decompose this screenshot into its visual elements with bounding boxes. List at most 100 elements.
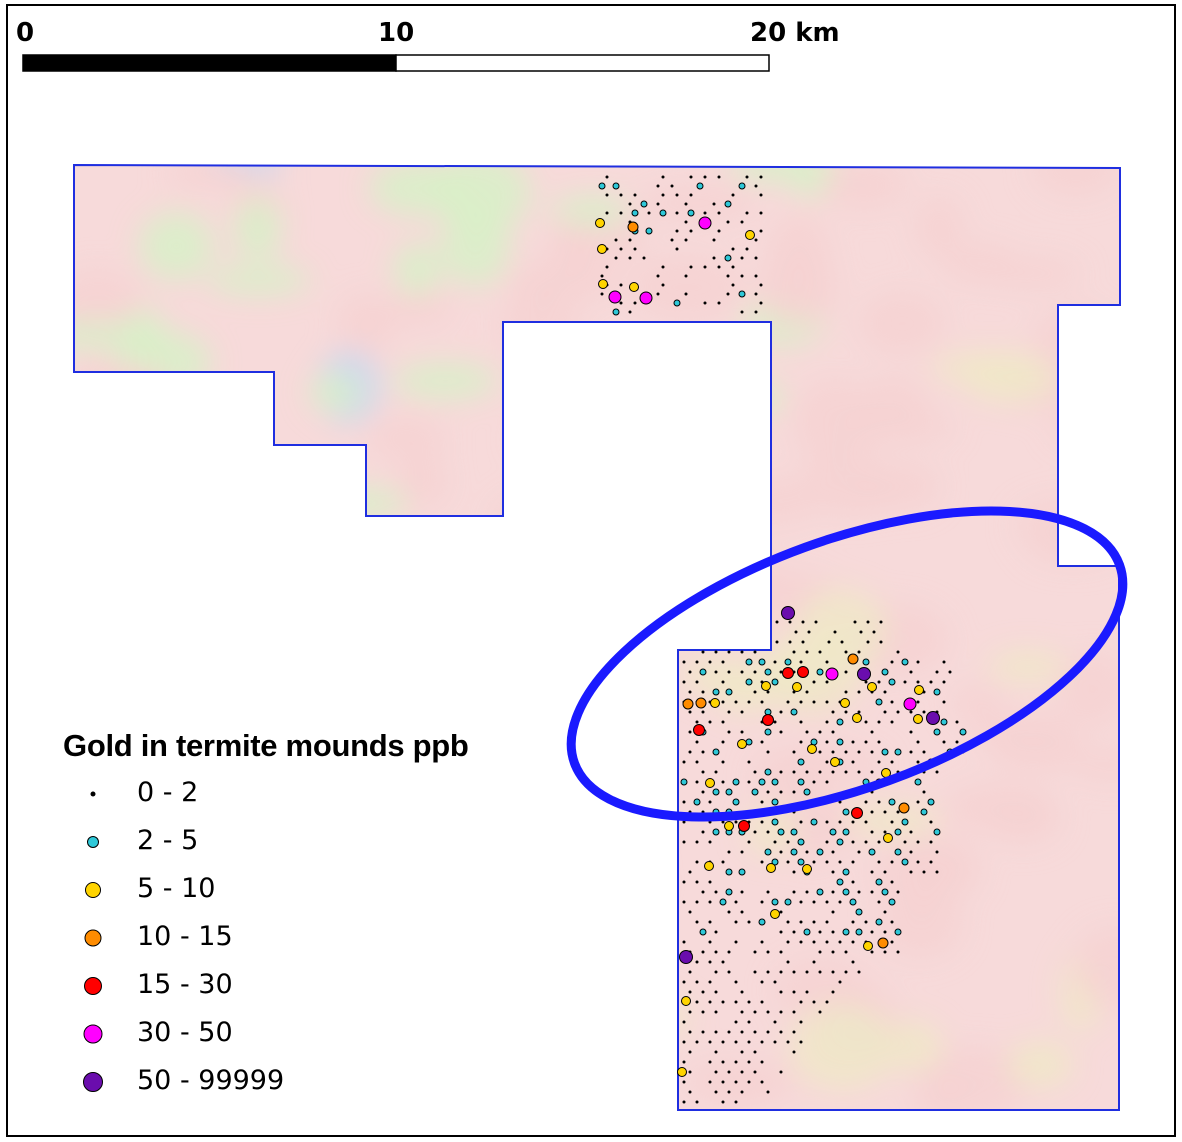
sample-point <box>955 720 959 724</box>
sample-point <box>758 778 766 786</box>
sample-point <box>896 950 900 954</box>
sample-point <box>766 970 770 974</box>
sample-point <box>682 1060 686 1064</box>
sample-point <box>764 668 772 676</box>
sample-point <box>812 780 816 784</box>
legend-symbol <box>85 882 101 898</box>
sample-point <box>747 1000 751 1004</box>
sample-point <box>628 310 632 314</box>
sample-point <box>838 980 842 984</box>
sample-point <box>812 1000 816 1004</box>
sample-point <box>714 890 718 894</box>
sample-point <box>909 830 913 834</box>
sample-point <box>717 265 721 269</box>
sample-point <box>717 229 721 233</box>
sample-point <box>684 202 688 206</box>
sample-point <box>740 910 744 914</box>
raster-patch <box>146 612 188 699</box>
sample-point <box>753 690 757 694</box>
raster-patch <box>248 513 348 558</box>
sample-point <box>731 265 735 269</box>
sample-point <box>721 960 725 964</box>
sample-point <box>727 710 731 714</box>
sample-point <box>695 920 699 924</box>
raster-patch <box>943 783 1057 833</box>
sample-point <box>734 1080 738 1084</box>
sample-point <box>703 175 707 179</box>
raster-patch <box>986 257 1081 290</box>
sample-point <box>753 950 757 954</box>
sample-point <box>797 758 805 766</box>
sample-point <box>901 858 909 866</box>
sample-point <box>619 247 623 251</box>
legend-label: 2 - 5 <box>137 825 199 856</box>
sample-point <box>857 850 861 854</box>
sample-point <box>714 970 718 974</box>
raster-patch <box>74 355 122 399</box>
sample-point <box>866 620 870 624</box>
sample-point <box>682 820 686 824</box>
sample-point <box>740 890 744 894</box>
sample-point <box>734 1060 738 1064</box>
sample-point <box>629 282 639 292</box>
sample-point <box>747 700 751 704</box>
sample-point <box>759 211 763 215</box>
sample-point <box>909 850 913 854</box>
sample-point <box>682 1020 686 1024</box>
sample-point <box>734 940 738 944</box>
sample-point <box>784 898 792 906</box>
sample-point <box>688 1030 692 1034</box>
sample-point <box>740 850 744 854</box>
legend-label: 30 - 50 <box>137 1017 233 1048</box>
sample-point <box>734 980 738 984</box>
sample-point <box>825 1000 829 1004</box>
sample-point <box>734 1100 738 1104</box>
sample-point <box>825 700 829 704</box>
sample-point <box>799 1040 803 1044</box>
sample-point <box>836 838 844 846</box>
sample-point <box>708 960 712 964</box>
sample-point <box>734 820 738 824</box>
sample-point <box>760 980 764 984</box>
sample-point <box>851 860 855 864</box>
sample-point <box>840 698 850 708</box>
sample-point <box>605 193 609 197</box>
raster-patch <box>745 807 797 856</box>
sample-point <box>631 209 639 217</box>
sample-point <box>759 229 763 233</box>
sample-point <box>842 808 850 816</box>
sample-point <box>745 230 755 240</box>
sample-point <box>740 650 744 654</box>
sample-point <box>734 920 738 924</box>
sample-point <box>825 720 829 724</box>
sample-point <box>864 840 868 844</box>
sample-point <box>705 778 715 788</box>
sample-point <box>614 256 618 260</box>
sample-point <box>779 910 783 914</box>
sample-point <box>948 670 952 674</box>
sample-point <box>712 256 716 260</box>
sample-point <box>726 292 730 296</box>
sample-point <box>844 950 848 954</box>
sample-point <box>782 667 794 679</box>
sample-point <box>805 970 809 974</box>
sample-point <box>714 1050 718 1054</box>
sample-point <box>831 950 835 954</box>
sample-point <box>747 760 751 764</box>
sample-point <box>689 265 693 269</box>
sample-point <box>766 830 770 834</box>
sample-point <box>682 880 686 884</box>
sample-point <box>759 301 763 305</box>
legend-title: Gold in termite mounds ppb <box>63 728 469 763</box>
sample-point <box>916 760 920 764</box>
sample-point <box>831 910 835 914</box>
sample-point <box>693 724 705 736</box>
sample-point <box>708 720 712 724</box>
raster-patch <box>500 283 579 368</box>
sample-point <box>761 681 771 691</box>
sample-point <box>929 680 933 684</box>
sample-point <box>740 274 744 278</box>
sample-point <box>633 247 637 251</box>
legend-item: 10 - 15 <box>63 914 469 962</box>
sample-point <box>688 1070 692 1074</box>
